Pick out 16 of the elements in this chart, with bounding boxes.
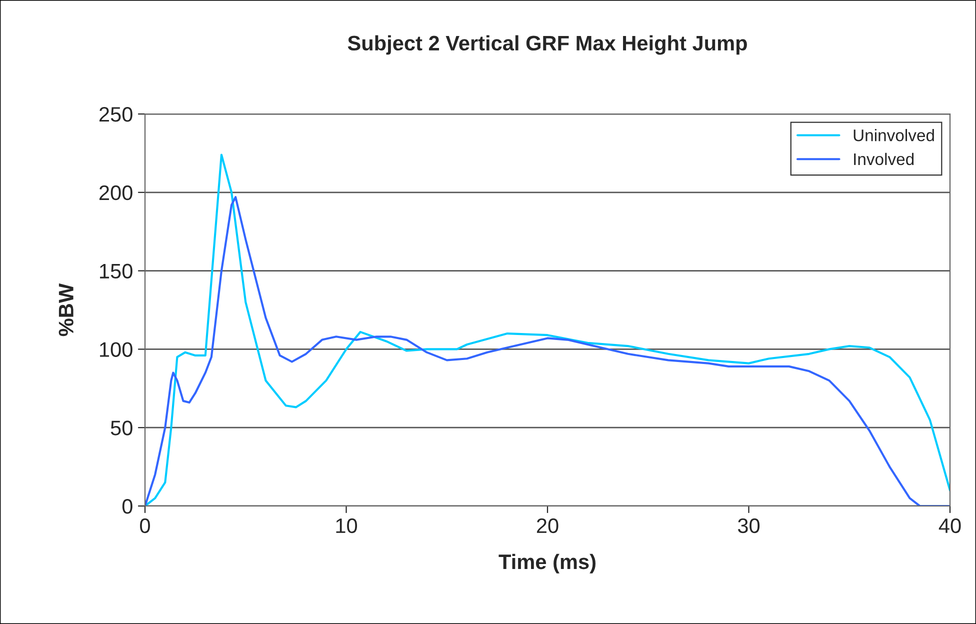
x-axis-title: Time (ms) <box>498 554 596 574</box>
y-tick-label: 100 <box>100 342 132 357</box>
y-tick-label: 50 <box>110 420 132 436</box>
x-tick-label: 10 <box>336 518 358 534</box>
y-tick-label: 200 <box>99 185 132 200</box>
legend-label: Uninvolved <box>854 129 934 142</box>
y-tick-label: 250 <box>99 107 132 122</box>
x-tick-label: 20 <box>536 518 558 534</box>
y-tick-label: 0 <box>122 499 132 514</box>
chart-title: Subject 2 Vertical GRF Max Height Jump <box>348 35 747 55</box>
y-tick-label: 150 <box>100 264 132 279</box>
y-axis-title: %BW <box>58 283 74 336</box>
x-tick-label: 40 <box>938 518 961 534</box>
x-tick-label: 0 <box>140 518 150 534</box>
legend-label: Involved <box>854 152 914 166</box>
x-tick-label: 30 <box>738 518 760 534</box>
